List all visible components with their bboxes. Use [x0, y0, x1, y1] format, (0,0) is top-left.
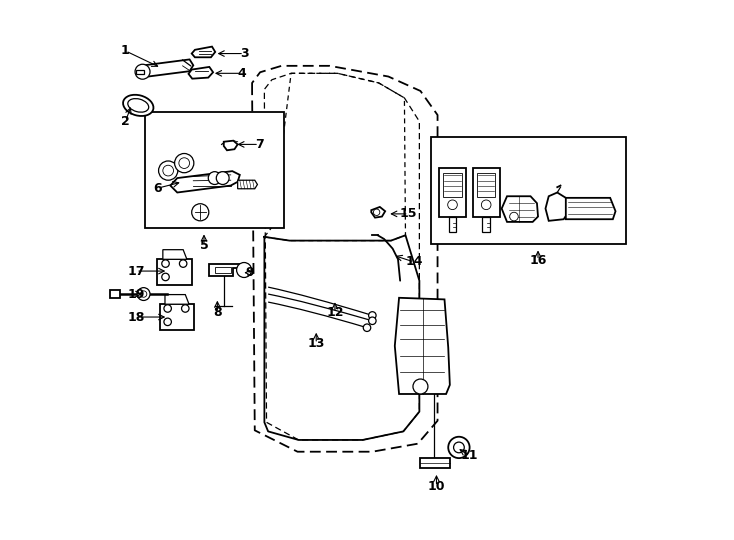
Circle shape [137, 288, 150, 300]
Circle shape [368, 317, 376, 325]
Text: 10: 10 [428, 480, 446, 493]
Polygon shape [170, 171, 240, 192]
Text: 18: 18 [128, 310, 145, 323]
Text: 5: 5 [200, 239, 208, 252]
Circle shape [374, 209, 379, 215]
Polygon shape [165, 295, 189, 304]
Bar [145, 112, 284, 228]
Text: 12: 12 [326, 306, 344, 319]
Polygon shape [192, 46, 215, 57]
Polygon shape [448, 217, 457, 232]
Text: 15: 15 [400, 207, 418, 220]
Polygon shape [501, 196, 538, 222]
Text: 16: 16 [529, 254, 547, 267]
Circle shape [179, 260, 187, 267]
Polygon shape [110, 291, 120, 298]
Polygon shape [545, 192, 569, 221]
Circle shape [236, 262, 252, 278]
Circle shape [164, 305, 172, 312]
Polygon shape [395, 298, 450, 394]
Text: 19: 19 [128, 287, 145, 301]
Circle shape [175, 153, 194, 173]
Circle shape [454, 442, 465, 453]
Text: 8: 8 [213, 306, 222, 319]
Text: 11: 11 [461, 449, 479, 462]
Circle shape [135, 64, 150, 79]
Polygon shape [238, 180, 258, 189]
Text: 14: 14 [405, 255, 423, 268]
Circle shape [192, 204, 208, 221]
Polygon shape [477, 173, 495, 197]
Circle shape [159, 161, 178, 180]
Polygon shape [189, 67, 213, 79]
Polygon shape [439, 168, 466, 217]
Polygon shape [421, 458, 450, 468]
Circle shape [161, 260, 170, 267]
Bar [431, 138, 626, 244]
Text: 17: 17 [128, 265, 145, 278]
Circle shape [509, 212, 518, 221]
Circle shape [161, 273, 170, 281]
Circle shape [164, 318, 172, 326]
Circle shape [363, 324, 371, 332]
Polygon shape [443, 173, 462, 197]
Circle shape [217, 172, 229, 185]
Circle shape [181, 305, 189, 312]
Polygon shape [224, 140, 238, 150]
Polygon shape [136, 70, 144, 75]
Polygon shape [566, 198, 616, 219]
Circle shape [482, 200, 491, 210]
Text: 13: 13 [308, 338, 325, 350]
Polygon shape [371, 207, 385, 218]
Text: 1: 1 [121, 44, 130, 57]
Polygon shape [482, 217, 490, 232]
Polygon shape [136, 59, 193, 78]
Text: 7: 7 [255, 138, 264, 151]
Polygon shape [159, 304, 195, 330]
Circle shape [140, 291, 147, 297]
Circle shape [413, 379, 428, 394]
Polygon shape [158, 259, 192, 285]
Text: 3: 3 [240, 47, 248, 60]
Circle shape [208, 172, 221, 185]
Circle shape [448, 437, 470, 458]
Polygon shape [163, 249, 187, 259]
Ellipse shape [128, 99, 149, 112]
Circle shape [448, 200, 457, 210]
Polygon shape [473, 168, 500, 217]
Text: 2: 2 [121, 115, 130, 128]
Circle shape [368, 312, 376, 319]
Text: 6: 6 [153, 182, 161, 195]
Text: 9: 9 [245, 266, 254, 279]
Circle shape [163, 165, 173, 176]
Circle shape [179, 158, 189, 168]
Polygon shape [209, 264, 240, 276]
Text: 4: 4 [237, 67, 246, 80]
Bar [214, 267, 230, 273]
Ellipse shape [123, 95, 153, 116]
